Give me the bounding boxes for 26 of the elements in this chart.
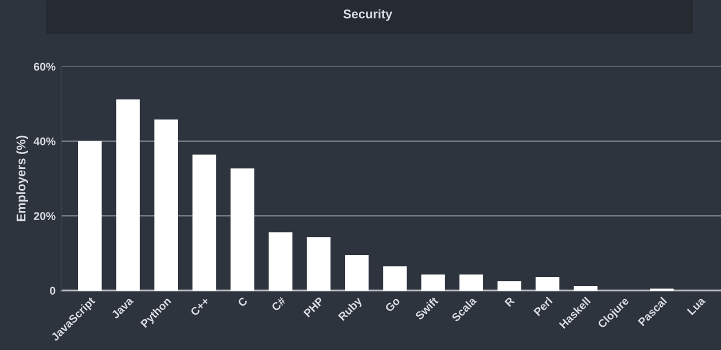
bar [574,286,598,290]
bar [345,255,369,290]
bar [459,274,484,290]
bar [383,266,407,290]
bar [306,237,331,290]
y-tick-label: 0 [50,286,56,295]
bar [498,281,522,290]
bar [421,274,445,290]
x-tick-label: C++ [190,296,210,316]
y-tick-label: 20% [34,212,56,220]
bar [268,232,292,290]
x-tick-label: C# [271,296,286,312]
bar [78,141,102,290]
x-tick-label: Lua [686,296,706,316]
chart-title: Security [343,9,392,21]
bar [154,120,178,290]
bar [192,154,216,290]
x-tick-label: Go [384,296,400,312]
bar [230,168,254,290]
bar [536,277,560,290]
x-tick-label: C [237,296,248,308]
bar [116,99,140,290]
x-tick-label: R [504,296,515,307]
y-tick-label: 40% [34,137,56,146]
y-tick-label: 60% [34,62,56,71]
y-axis-title: Employers (%) [16,136,28,222]
